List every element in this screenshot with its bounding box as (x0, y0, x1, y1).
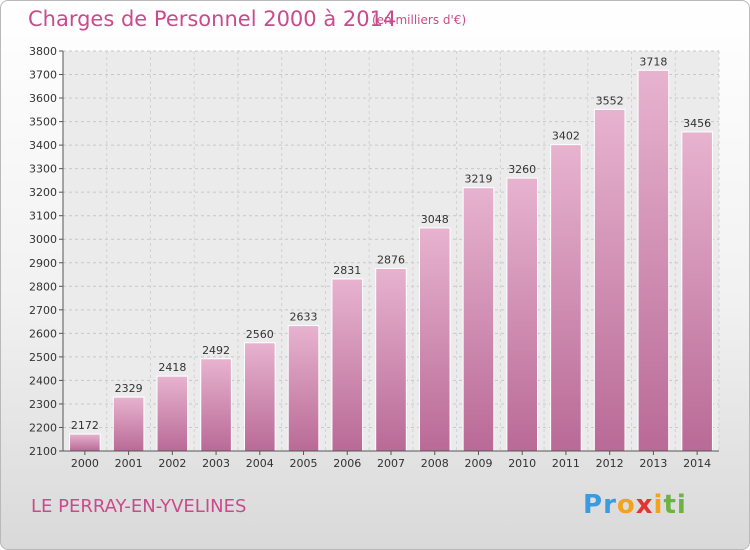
bar-2009 (462, 187, 495, 452)
logo-letter: i (676, 490, 687, 520)
value-label: 3552 (596, 94, 624, 107)
y-tick-label: 3000 (29, 233, 57, 246)
value-label: 2876 (377, 253, 405, 266)
value-label: 3048 (421, 213, 449, 226)
bar-2002 (156, 375, 189, 452)
y-tick-label: 3400 (29, 139, 57, 152)
bar-2004 (243, 342, 276, 452)
x-tick-label: 2010 (508, 457, 536, 470)
bar-2013 (637, 69, 670, 452)
logo-letter: i (653, 490, 664, 520)
x-tick-label: 2009 (464, 457, 492, 470)
value-label: 2418 (158, 361, 186, 374)
bar-2010 (506, 177, 539, 452)
logo-letter: t (663, 490, 677, 520)
y-tick-label: 2600 (29, 327, 57, 340)
bar-2003 (200, 358, 232, 452)
value-label: 3260 (508, 163, 536, 176)
x-tick-label: 2013 (639, 457, 667, 470)
bar-2001 (112, 396, 145, 452)
y-tick-label: 3600 (29, 92, 57, 105)
x-tick-label: 2005 (290, 457, 318, 470)
proxiti-logo: Proxiti (583, 490, 687, 520)
y-tick-label: 2900 (29, 257, 57, 270)
axes: 2100 2200 2300 2400 2500 2600 2700 2800 2900 3000… (29, 45, 719, 470)
y-tick-label: 3800 (29, 45, 57, 58)
chart-subtitle: (en milliers d'€) (372, 13, 467, 27)
x-tick-label: 2000 (71, 457, 99, 470)
y-tick-label: 3700 (29, 69, 57, 82)
logo-letter: P (583, 490, 604, 520)
x-tick-label: 2008 (421, 457, 449, 470)
x-tick-label: 2002 (158, 457, 186, 470)
place-name: LE PERRAY-EN-YVELINES (31, 496, 247, 517)
y-tick-label: 2400 (29, 374, 57, 387)
y-tick-label: 3500 (29, 116, 57, 129)
value-label: 3718 (639, 55, 667, 68)
value-label: 2633 (290, 311, 318, 324)
x-tick-label: 2007 (377, 457, 405, 470)
bar-2006 (331, 278, 364, 452)
value-label: 3219 (464, 173, 492, 186)
bars (69, 69, 713, 452)
x-tick-label: 2014 (683, 457, 711, 470)
x-tick-label: 2011 (552, 457, 580, 470)
x-tick-label: 2003 (202, 457, 230, 470)
value-label: 2172 (71, 419, 99, 432)
bar-2005 (287, 325, 320, 452)
y-tick-label: 2800 (29, 280, 57, 293)
y-tick-label: 2500 (29, 351, 57, 364)
y-tick-label: 2200 (29, 421, 57, 434)
chart-title: Charges de Personnel 2000 à 2014 (28, 7, 397, 31)
bar-2008 (418, 227, 451, 452)
bar-2014 (681, 131, 713, 452)
bar-2012 (593, 108, 626, 452)
y-tick-label: 3200 (29, 186, 57, 199)
value-label: 3456 (683, 117, 711, 130)
logo-letter: x (635, 490, 654, 520)
value-label: 2492 (202, 344, 230, 357)
value-label: 3402 (552, 130, 580, 143)
logo-letter: r (603, 490, 617, 520)
x-tick-label: 2004 (246, 457, 274, 470)
value-label: 2560 (246, 328, 274, 341)
y-tick-label: 3300 (29, 163, 57, 176)
x-tick-label: 2012 (596, 457, 624, 470)
value-label: 2831 (333, 264, 361, 277)
value-label: 2329 (115, 382, 143, 395)
y-tick-label: 3100 (29, 210, 57, 223)
y-tick-label: 2100 (29, 445, 57, 458)
bar-2007 (375, 267, 407, 452)
logo-letter: o (616, 490, 636, 520)
data-labels: 2172 2329 2418 2492 2560 2633 2831 2876 3048 3219… (71, 55, 711, 432)
x-tick-label: 2006 (333, 457, 361, 470)
y-tick-label: 2300 (29, 398, 57, 411)
bar-2011 (550, 144, 582, 452)
y-tick-label: 2700 (29, 304, 57, 317)
bar-2000 (69, 433, 101, 452)
x-tick-label: 2001 (115, 457, 143, 470)
